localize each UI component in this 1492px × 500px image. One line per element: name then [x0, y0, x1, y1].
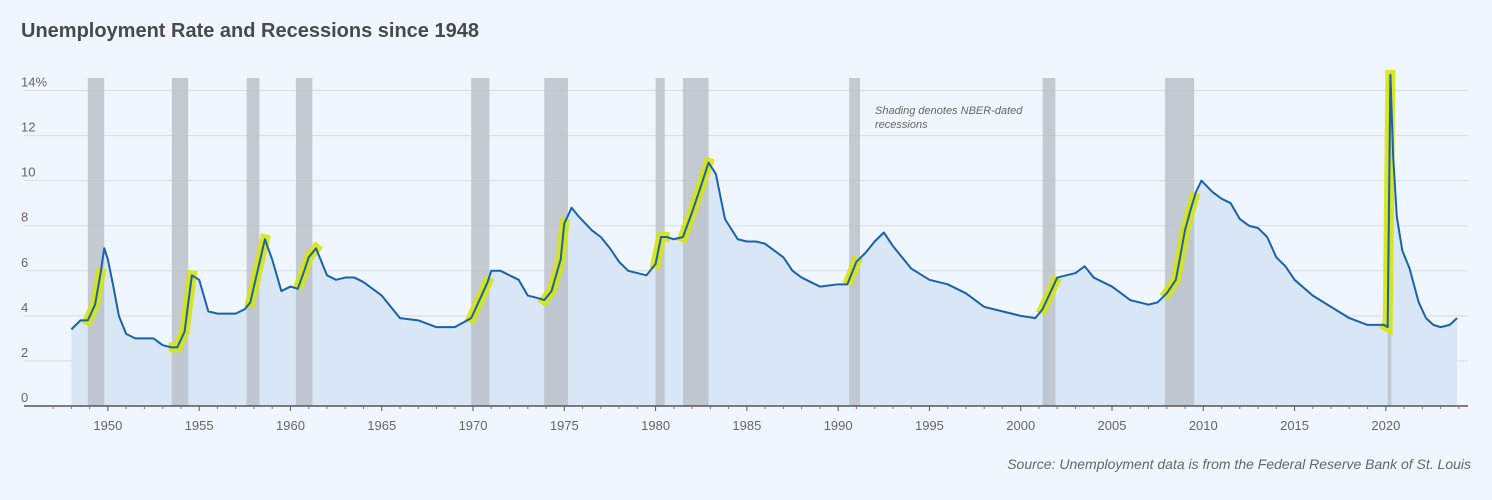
recession-band	[171, 78, 189, 406]
x-tick-label: 1975	[550, 418, 579, 433]
recession-band	[682, 78, 709, 406]
y-tick-label: 4	[21, 300, 28, 315]
recession-band	[849, 78, 861, 406]
recession-band	[246, 78, 260, 406]
y-tick-label: 12	[21, 120, 35, 135]
x-tick-label: 1980	[641, 418, 670, 433]
x-tick-label: 2005	[1098, 418, 1127, 433]
x-tick-label: 1985	[732, 418, 761, 433]
x-tick-label: 1965	[367, 418, 396, 433]
x-tick-label: 1955	[185, 418, 214, 433]
unemployment-line	[70, 73, 1458, 349]
x-tick-label: 1995	[915, 418, 944, 433]
y-tick-label: 10	[21, 165, 35, 180]
unemployment-area	[71, 74, 1458, 406]
x-tick-label: 1990	[824, 418, 853, 433]
y-tick-label: 0	[21, 390, 28, 405]
recession-band	[471, 78, 490, 406]
x-tick-label: 2015	[1280, 418, 1309, 433]
recession-band	[544, 78, 568, 406]
chart-title: Unemployment Rate and Recessions since 1…	[21, 20, 479, 42]
x-tick-label: 1970	[459, 418, 488, 433]
x-tick-label: 2000	[1006, 418, 1035, 433]
recession-band	[295, 78, 313, 406]
y-tick-label: 8	[21, 210, 28, 225]
x-tick-label: 2020	[1371, 418, 1400, 433]
recession-band	[1042, 78, 1056, 406]
y-tick-label: 2	[21, 345, 28, 360]
source-note: Source: Unemployment data is from the Fe…	[1007, 456, 1471, 472]
y-tick-label: 6	[21, 255, 28, 270]
y-tick-label: 14%	[21, 75, 47, 90]
recession-note: Shading denotes NBER-dated recessions	[875, 105, 1023, 131]
recession-band	[87, 78, 105, 406]
x-tick-label: 1960	[276, 418, 305, 433]
x-tick-label: 1950	[93, 418, 122, 433]
x-tick-label: 2010	[1189, 418, 1218, 433]
